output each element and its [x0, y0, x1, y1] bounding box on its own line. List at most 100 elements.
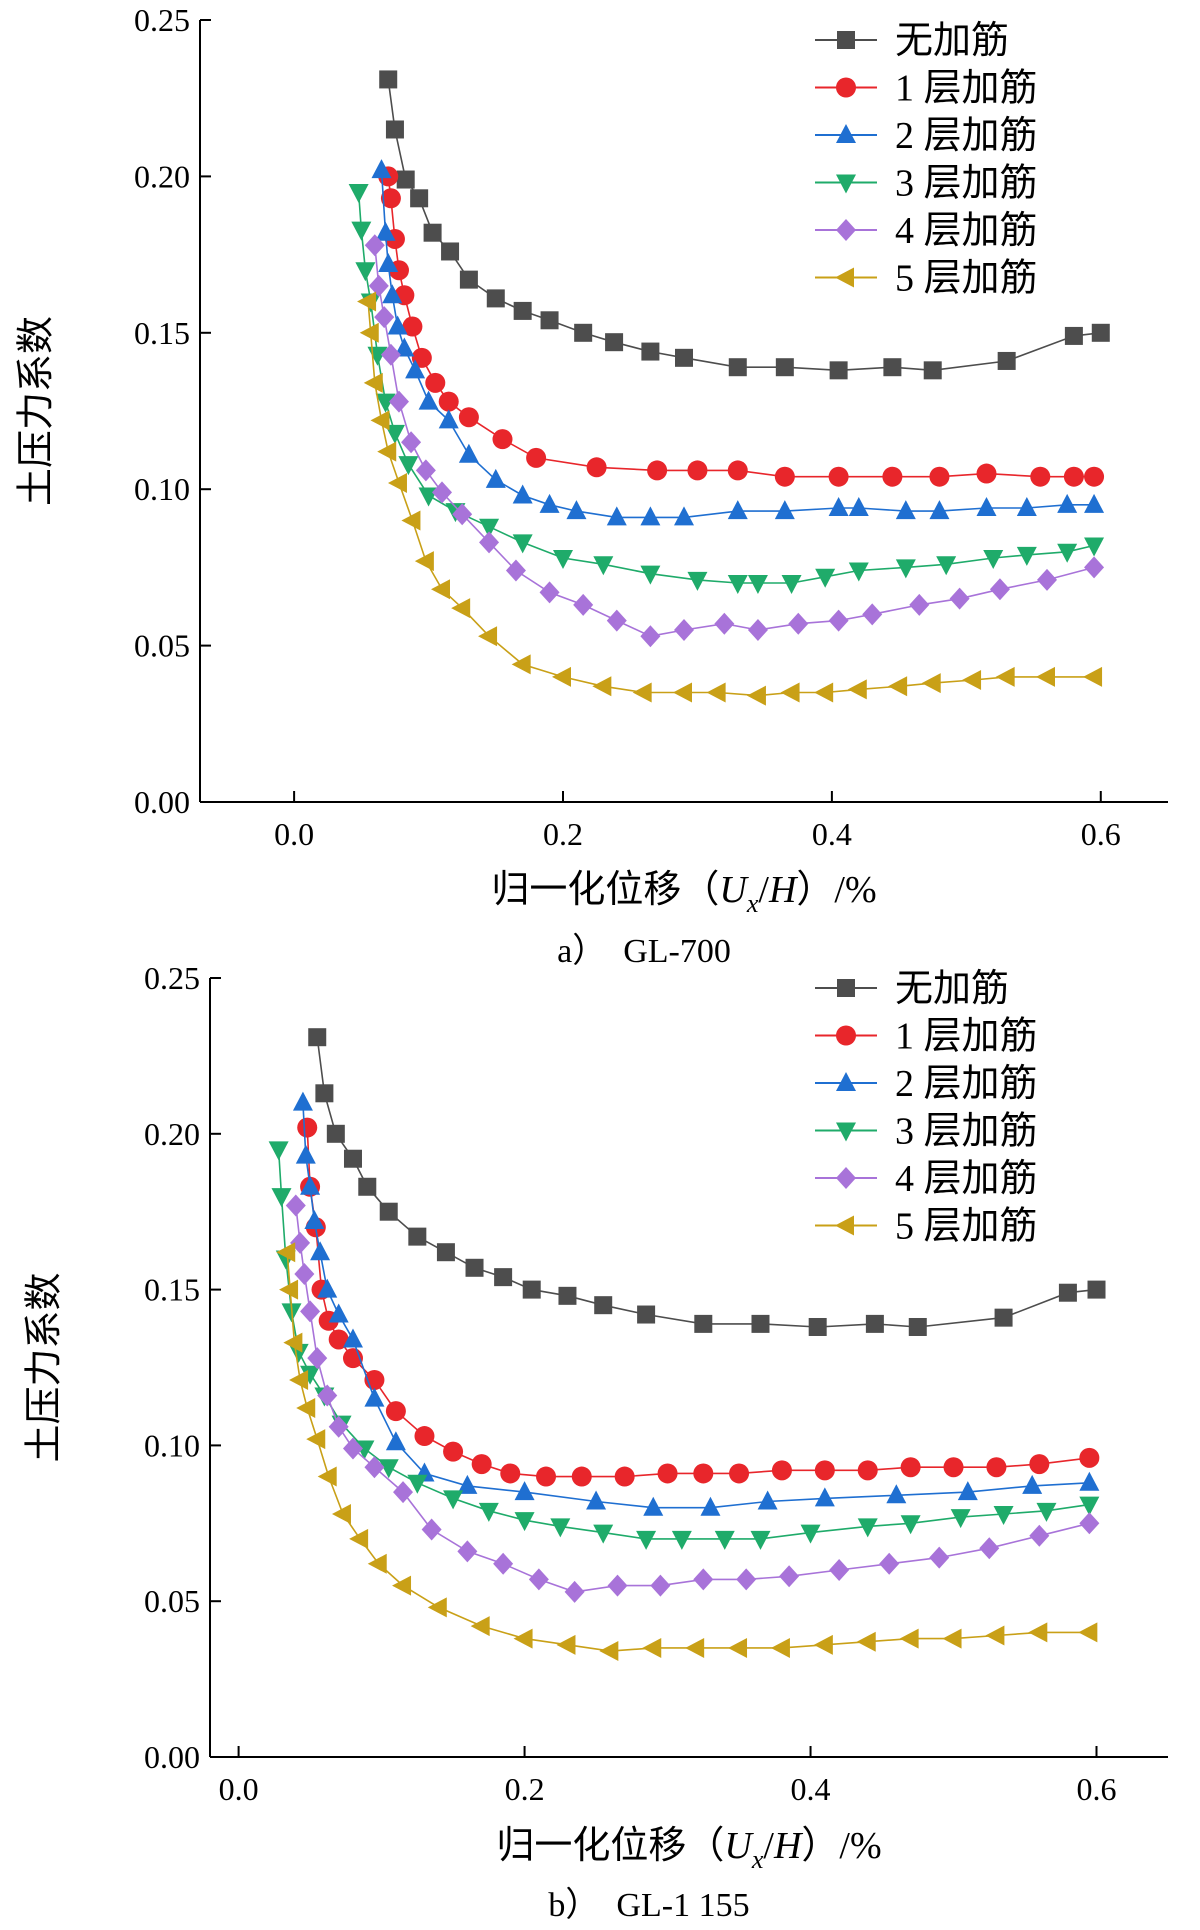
- data-point: [774, 500, 795, 520]
- data-point: [848, 496, 869, 516]
- data-point: [443, 1490, 464, 1510]
- data-point: [857, 1460, 878, 1481]
- legend-item: 1 层加筋: [815, 1016, 1038, 1058]
- data-point: [848, 562, 869, 582]
- data-point: [358, 1177, 377, 1196]
- data-point: [882, 466, 903, 487]
- data-point: [387, 472, 407, 493]
- data-point: [458, 443, 479, 463]
- x-axis-label: 归一化位移（Ux/H）/%: [491, 869, 876, 918]
- data-point: [814, 1460, 835, 1481]
- data-point: [292, 1091, 313, 1111]
- data-point: [423, 223, 442, 242]
- legend-marker: [836, 174, 856, 194]
- data-point: [414, 1426, 435, 1447]
- data-point: [779, 1565, 800, 1588]
- data-point: [528, 1568, 549, 1591]
- series-3: [292, 1091, 1100, 1516]
- data-point: [407, 1474, 428, 1494]
- data-point: [478, 626, 498, 647]
- data-point: [328, 1415, 349, 1438]
- legend-marker: [836, 1072, 856, 1091]
- legend-item: 5 层加筋: [815, 258, 1038, 300]
- panel-caption: b） GL-1 155: [548, 1886, 749, 1924]
- data-point: [268, 1141, 289, 1161]
- data-point: [536, 1466, 557, 1487]
- data-point: [486, 289, 505, 308]
- data-point: [451, 598, 471, 619]
- data-point: [382, 284, 403, 304]
- data-point: [394, 337, 415, 357]
- series-5: [285, 1194, 1100, 1603]
- data-point: [685, 1637, 705, 1658]
- data-point: [997, 351, 1016, 370]
- y-tick-label: 0.10: [144, 1427, 200, 1463]
- data-point: [929, 1546, 950, 1569]
- data-point: [296, 1398, 316, 1419]
- data-point: [1058, 1283, 1077, 1302]
- data-point: [900, 1457, 921, 1478]
- data-point: [636, 1530, 657, 1550]
- legend-marker: [835, 267, 854, 288]
- data-point: [310, 1241, 331, 1261]
- data-point: [297, 1117, 318, 1138]
- data-point: [586, 1490, 607, 1510]
- data-point: [288, 1343, 309, 1363]
- data-point: [923, 361, 942, 380]
- data-point: [375, 393, 396, 413]
- data-point: [673, 682, 692, 703]
- data-point: [425, 372, 446, 393]
- data-point: [392, 1575, 412, 1596]
- data-point: [606, 506, 627, 526]
- data-point: [408, 1227, 427, 1246]
- data-point: [775, 358, 794, 377]
- data-point: [1036, 666, 1055, 687]
- data-point: [1079, 1496, 1100, 1516]
- data-point: [750, 1530, 771, 1550]
- panel-caption: a） GL-700: [557, 932, 731, 970]
- x-tick-label: 0.6: [1077, 1771, 1117, 1807]
- data-point: [574, 323, 593, 342]
- legend-label: 4 层加筋: [895, 210, 1038, 252]
- legend-label: 无加筋: [895, 968, 1009, 1010]
- data-point: [438, 409, 459, 429]
- data-point: [909, 593, 930, 616]
- data-point: [485, 468, 506, 488]
- legend-label: 1 层加筋: [895, 1016, 1038, 1058]
- data-point: [950, 1509, 971, 1529]
- data-point: [1079, 1512, 1100, 1535]
- data-point: [415, 459, 436, 482]
- legend-label: 3 层加筋: [895, 1111, 1038, 1153]
- data-point: [379, 70, 398, 89]
- x-tick-label: 0.2: [505, 1771, 545, 1807]
- data-point: [586, 457, 607, 478]
- data-point: [380, 188, 401, 209]
- data-point: [385, 120, 404, 139]
- data-point: [774, 466, 795, 487]
- data-point: [883, 358, 902, 377]
- data-point: [300, 1300, 321, 1323]
- y-tick-label: 0.05: [134, 628, 190, 664]
- data-point: [895, 559, 916, 579]
- data-point: [363, 372, 383, 393]
- data-point: [976, 463, 997, 484]
- data-point: [847, 679, 867, 700]
- data-point: [377, 441, 397, 462]
- data-point: [593, 1524, 614, 1544]
- data-point: [438, 391, 459, 412]
- data-point: [308, 1028, 327, 1047]
- data-point: [304, 1210, 325, 1230]
- data-point: [643, 1496, 664, 1516]
- data-point: [300, 1175, 321, 1195]
- legend-label: 3 层加筋: [895, 163, 1038, 205]
- data-point: [1063, 466, 1084, 487]
- series-5: [364, 234, 1105, 648]
- data-point: [375, 221, 396, 241]
- data-point: [594, 1296, 613, 1315]
- data-point: [443, 1441, 464, 1462]
- data-point: [393, 1481, 414, 1504]
- data-point: [317, 1278, 338, 1298]
- data-point: [607, 1574, 628, 1597]
- data-point: [994, 1308, 1013, 1327]
- data-point: [505, 559, 526, 582]
